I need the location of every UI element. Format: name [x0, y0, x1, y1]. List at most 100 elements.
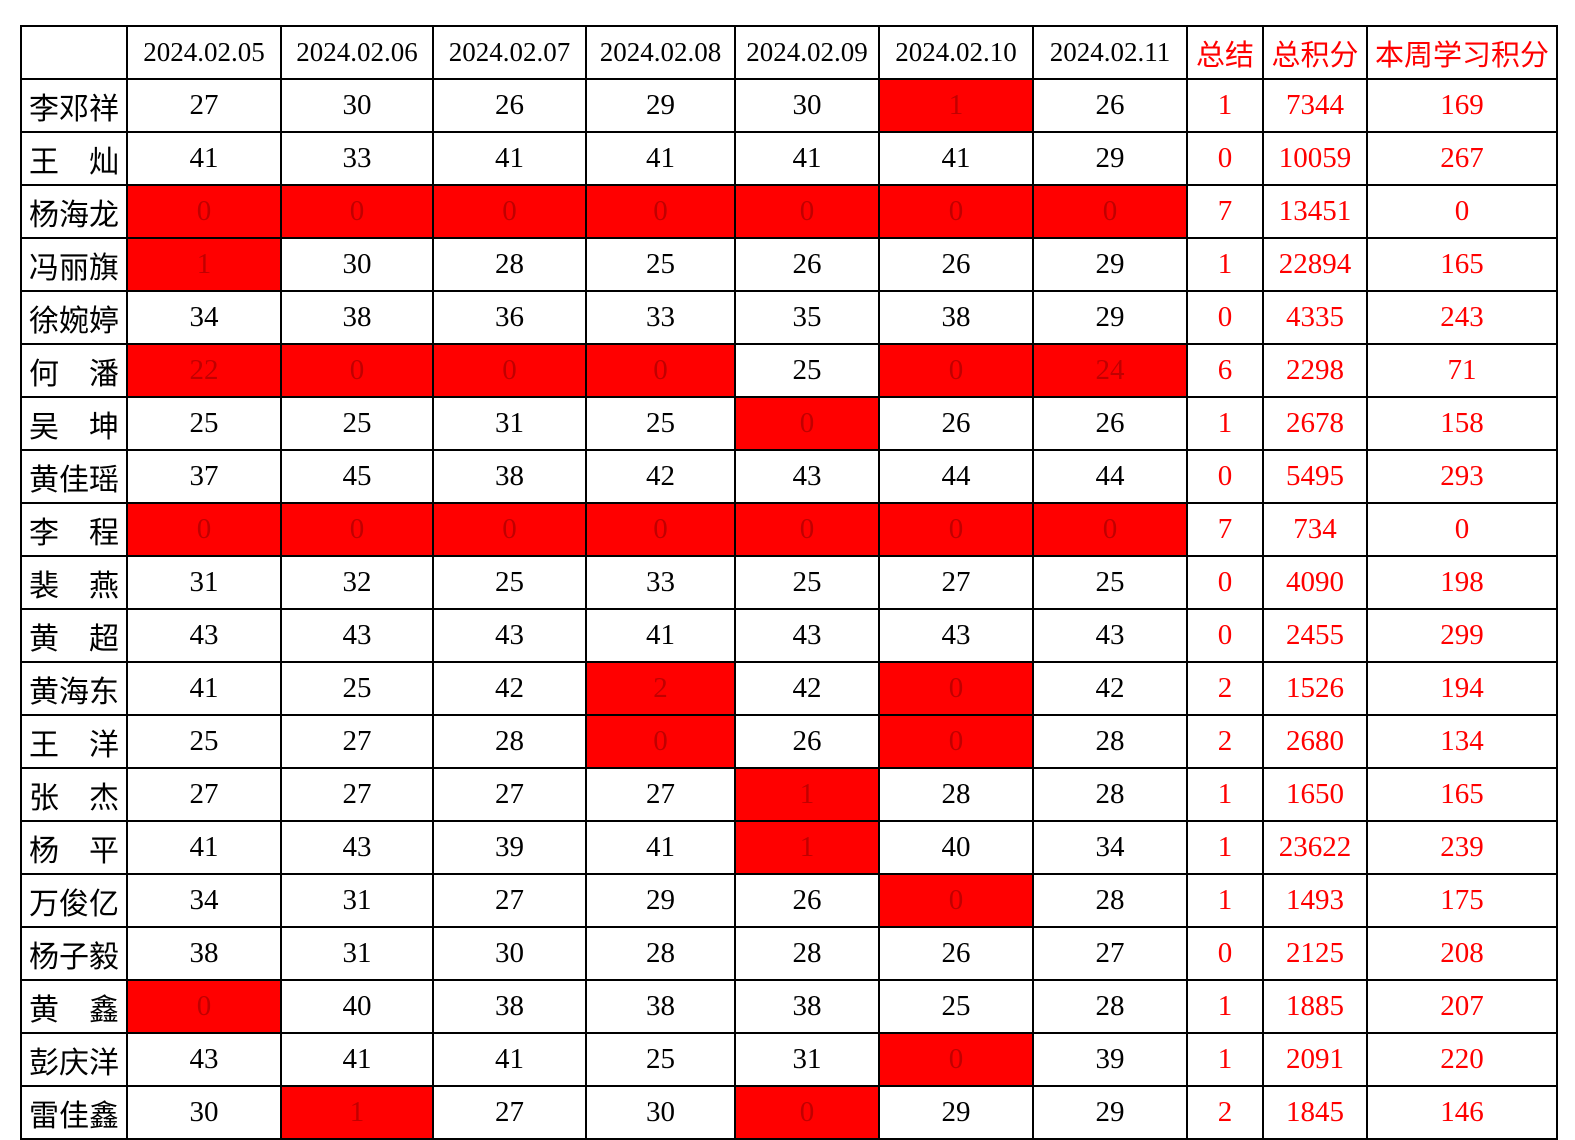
- date-header[interactable]: 2024.02.10: [878, 25, 1034, 80]
- daily-score-cell[interactable]: 38: [585, 979, 736, 1034]
- daily-score-cell[interactable]: 1: [280, 1085, 434, 1140]
- student-name-cell[interactable]: 杨子毅: [20, 926, 128, 981]
- weekly-points-cell[interactable]: 208: [1366, 926, 1558, 981]
- weekly-points-cell[interactable]: 134: [1366, 714, 1558, 769]
- daily-score-cell[interactable]: 36: [432, 290, 587, 345]
- daily-score-cell[interactable]: 41: [126, 131, 282, 186]
- daily-score-cell[interactable]: 2: [585, 661, 736, 716]
- daily-score-cell[interactable]: 0: [878, 873, 1034, 928]
- daily-score-cell[interactable]: 25: [585, 396, 736, 451]
- student-name-cell[interactable]: 张 杰: [20, 767, 128, 822]
- daily-score-cell[interactable]: 27: [432, 767, 587, 822]
- daily-score-cell[interactable]: 28: [878, 767, 1034, 822]
- daily-score-cell[interactable]: 26: [878, 237, 1034, 292]
- daily-score-cell[interactable]: 27: [280, 767, 434, 822]
- daily-score-cell[interactable]: 27: [585, 767, 736, 822]
- daily-score-cell[interactable]: 27: [878, 555, 1034, 610]
- daily-score-cell[interactable]: 0: [734, 1085, 880, 1140]
- daily-score-cell[interactable]: 25: [280, 396, 434, 451]
- daily-score-cell[interactable]: 26: [734, 714, 880, 769]
- total-points-header[interactable]: 总积分: [1262, 25, 1368, 80]
- daily-score-cell[interactable]: 26: [878, 396, 1034, 451]
- daily-score-cell[interactable]: 28: [1032, 714, 1188, 769]
- total-points-cell[interactable]: 23622: [1262, 820, 1368, 875]
- daily-score-cell[interactable]: 39: [1032, 1032, 1188, 1087]
- weekly-points-cell[interactable]: 243: [1366, 290, 1558, 345]
- summary-count-cell[interactable]: 0: [1186, 555, 1264, 610]
- daily-score-cell[interactable]: 43: [126, 1032, 282, 1087]
- daily-score-cell[interactable]: 34: [1032, 820, 1188, 875]
- daily-score-cell[interactable]: 43: [280, 608, 434, 663]
- daily-score-cell[interactable]: 42: [585, 449, 736, 504]
- daily-score-cell[interactable]: 27: [126, 78, 282, 133]
- daily-score-cell[interactable]: 26: [734, 237, 880, 292]
- weekly-points-cell[interactable]: 267: [1366, 131, 1558, 186]
- daily-score-cell[interactable]: 28: [585, 926, 736, 981]
- daily-score-cell[interactable]: 41: [585, 820, 736, 875]
- weekly-points-cell[interactable]: 194: [1366, 661, 1558, 716]
- student-name-cell[interactable]: 黄 超: [20, 608, 128, 663]
- summary-count-cell[interactable]: 1: [1186, 1032, 1264, 1087]
- daily-score-cell[interactable]: 30: [585, 1085, 736, 1140]
- total-points-cell[interactable]: 1493: [1262, 873, 1368, 928]
- daily-score-cell[interactable]: 38: [280, 290, 434, 345]
- total-points-cell[interactable]: 13451: [1262, 184, 1368, 239]
- daily-score-cell[interactable]: 0: [878, 1032, 1034, 1087]
- daily-score-cell[interactable]: 29: [585, 873, 736, 928]
- daily-score-cell[interactable]: 26: [1032, 396, 1188, 451]
- daily-score-cell[interactable]: 0: [432, 502, 587, 557]
- daily-score-cell[interactable]: 0: [432, 343, 587, 398]
- daily-score-cell[interactable]: 28: [432, 714, 587, 769]
- daily-score-cell[interactable]: 45: [280, 449, 434, 504]
- summary-count-cell[interactable]: 2: [1186, 1085, 1264, 1140]
- daily-score-cell[interactable]: 30: [280, 78, 434, 133]
- daily-score-cell[interactable]: 25: [734, 343, 880, 398]
- daily-score-cell[interactable]: 0: [280, 343, 434, 398]
- daily-score-cell[interactable]: 44: [878, 449, 1034, 504]
- summary-count-cell[interactable]: 0: [1186, 926, 1264, 981]
- total-points-cell[interactable]: 22894: [1262, 237, 1368, 292]
- date-header[interactable]: 2024.02.05: [126, 25, 282, 80]
- date-header[interactable]: 2024.02.06: [280, 25, 434, 80]
- student-name-cell[interactable]: 王 洋: [20, 714, 128, 769]
- student-name-cell[interactable]: 杨 平: [20, 820, 128, 875]
- daily-score-cell[interactable]: 26: [878, 926, 1034, 981]
- weekly-points-cell[interactable]: 165: [1366, 767, 1558, 822]
- total-points-cell[interactable]: 4090: [1262, 555, 1368, 610]
- daily-score-cell[interactable]: 31: [280, 873, 434, 928]
- daily-score-cell[interactable]: 0: [878, 714, 1034, 769]
- weekly-points-cell[interactable]: 220: [1366, 1032, 1558, 1087]
- daily-score-cell[interactable]: 0: [280, 184, 434, 239]
- summary-count-cell[interactable]: 7: [1186, 184, 1264, 239]
- weekly-points-cell[interactable]: 207: [1366, 979, 1558, 1034]
- daily-score-cell[interactable]: 33: [585, 290, 736, 345]
- daily-score-cell[interactable]: 43: [734, 608, 880, 663]
- daily-score-cell[interactable]: 30: [126, 1085, 282, 1140]
- daily-score-cell[interactable]: 28: [1032, 873, 1188, 928]
- summary-count-cell[interactable]: 6: [1186, 343, 1264, 398]
- daily-score-cell[interactable]: 27: [432, 873, 587, 928]
- total-points-cell[interactable]: 2678: [1262, 396, 1368, 451]
- total-points-cell[interactable]: 734: [1262, 502, 1368, 557]
- summary-count-cell[interactable]: 7: [1186, 502, 1264, 557]
- daily-score-cell[interactable]: 31: [734, 1032, 880, 1087]
- daily-score-cell[interactable]: 40: [280, 979, 434, 1034]
- student-name-cell[interactable]: 黄佳瑶: [20, 449, 128, 504]
- total-points-cell[interactable]: 1845: [1262, 1085, 1368, 1140]
- date-header[interactable]: 2024.02.08: [585, 25, 736, 80]
- daily-score-cell[interactable]: 0: [1032, 502, 1188, 557]
- daily-score-cell[interactable]: 41: [585, 131, 736, 186]
- daily-score-cell[interactable]: 41: [878, 131, 1034, 186]
- daily-score-cell[interactable]: 29: [1032, 290, 1188, 345]
- total-points-cell[interactable]: 1650: [1262, 767, 1368, 822]
- daily-score-cell[interactable]: 0: [585, 343, 736, 398]
- daily-score-cell[interactable]: 27: [126, 767, 282, 822]
- daily-score-cell[interactable]: 29: [585, 78, 736, 133]
- daily-score-cell[interactable]: 25: [878, 979, 1034, 1034]
- weekly-points-cell[interactable]: 165: [1366, 237, 1558, 292]
- student-name-cell[interactable]: 王 灿: [20, 131, 128, 186]
- summary-count-cell[interactable]: 1: [1186, 78, 1264, 133]
- summary-count-cell[interactable]: 1: [1186, 396, 1264, 451]
- daily-score-cell[interactable]: 42: [432, 661, 587, 716]
- daily-score-cell[interactable]: 44: [1032, 449, 1188, 504]
